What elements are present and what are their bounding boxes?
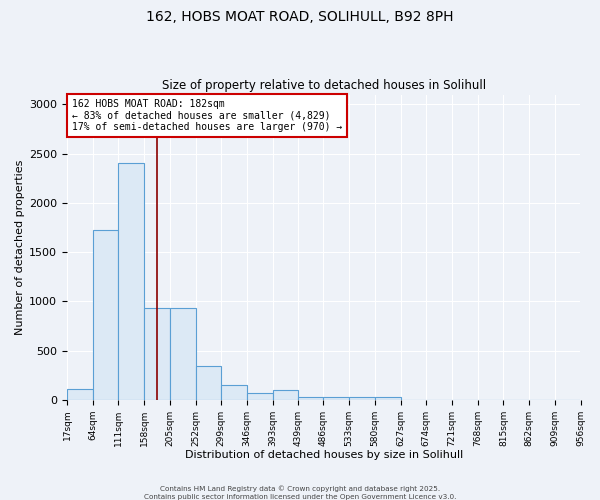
Y-axis label: Number of detached properties: Number of detached properties <box>15 160 25 335</box>
Text: Contains HM Land Registry data © Crown copyright and database right 2025.: Contains HM Land Registry data © Crown c… <box>160 486 440 492</box>
Title: Size of property relative to detached houses in Solihull: Size of property relative to detached ho… <box>161 79 486 92</box>
Text: Contains public sector information licensed under the Open Government Licence v3: Contains public sector information licen… <box>144 494 456 500</box>
Bar <box>144 308 170 400</box>
Bar <box>93 230 118 400</box>
Bar <box>272 390 298 400</box>
Text: 162 HOBS MOAT ROAD: 182sqm
← 83% of detached houses are smaller (4,829)
17% of s: 162 HOBS MOAT ROAD: 182sqm ← 83% of deta… <box>72 99 343 132</box>
Bar <box>349 398 375 400</box>
Bar <box>375 398 401 400</box>
Bar <box>247 393 272 400</box>
X-axis label: Distribution of detached houses by size in Solihull: Distribution of detached houses by size … <box>185 450 463 460</box>
Bar <box>221 386 247 400</box>
Bar <box>298 398 323 400</box>
Bar <box>118 164 144 400</box>
Text: 162, HOBS MOAT ROAD, SOLIHULL, B92 8PH: 162, HOBS MOAT ROAD, SOLIHULL, B92 8PH <box>146 10 454 24</box>
Bar <box>323 398 349 400</box>
Bar <box>196 366 221 400</box>
Bar <box>67 389 93 400</box>
Bar <box>170 308 196 400</box>
